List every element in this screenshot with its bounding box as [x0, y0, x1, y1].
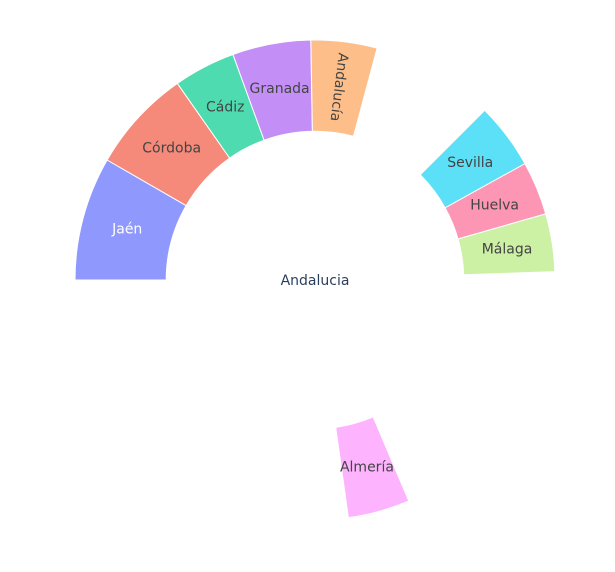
segment-label-huelva: Huelva: [470, 198, 519, 214]
segment-label-almeria: Almería: [340, 459, 394, 475]
segment-almeria[interactable]: [335, 416, 410, 519]
segment-label-malaga: Málaga: [482, 242, 533, 258]
segment-andalucia[interactable]: [310, 39, 378, 137]
segment-label-sevilla: Sevilla: [447, 155, 493, 171]
segment-label-jaen: Jaén: [111, 222, 142, 238]
segment-label-cordoba: Córdoba: [142, 141, 201, 157]
root-label: Andalucia: [281, 273, 350, 289]
segment-malaga[interactable]: [457, 213, 556, 276]
segment-label-cadiz: Cádiz: [206, 100, 244, 116]
segment-label-granada: Granada: [250, 81, 310, 97]
